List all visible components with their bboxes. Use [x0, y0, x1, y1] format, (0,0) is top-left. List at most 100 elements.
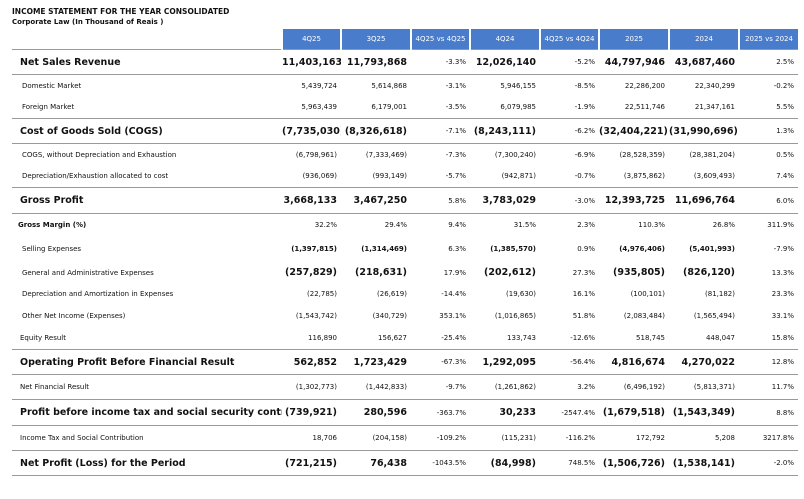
cell: 6,179,001: [371, 103, 407, 112]
cell: (1,397,815): [291, 244, 337, 253]
cell: 51.8%: [572, 311, 595, 320]
cell: 43,687,460: [669, 49, 739, 75]
cell: -2547.4%: [540, 399, 599, 426]
cell: 5,946,155: [500, 81, 536, 90]
cell: (739,921): [282, 399, 341, 426]
row-label: Domestic Market: [22, 81, 82, 90]
cell: 27.3%: [572, 268, 595, 277]
table-row: Cost of Goods Sold (COGS) (7,735,030) (8,3…: [12, 118, 798, 144]
cell: 5,614,868: [371, 81, 407, 90]
row-label: General and Administrative Expenses: [22, 268, 154, 277]
cell: 748.5%: [540, 450, 599, 476]
cell: (5,813,371): [693, 383, 735, 391]
column-header: 4Q25: [281, 29, 341, 50]
cell: 3,668,133: [282, 187, 341, 214]
column-header: 2024: [668, 29, 739, 50]
cell: 4,816,674: [599, 349, 669, 375]
cell: 12,393,725: [599, 187, 669, 214]
row-label: Net Profit (Loss) for the Period: [12, 450, 282, 476]
cell: (6,798,961): [295, 150, 337, 159]
cell: 5.5%: [776, 103, 794, 112]
income-table: 4Q25 3Q25 4Q25 vs 4Q25 4Q24 4Q25 vs 4Q24 2025…: [12, 29, 798, 476]
cell: -3.1%: [445, 81, 466, 90]
cell: -3.0%: [540, 187, 599, 214]
cell: 76,438: [341, 450, 411, 476]
cell: 0.5%: [776, 150, 794, 159]
cell: 5,963,439: [301, 103, 337, 112]
row-label: Profit before income tax and social secu…: [12, 399, 282, 426]
cell: 280,596: [341, 399, 411, 426]
cell: 11.7%: [771, 383, 794, 391]
table-row: Gross Margin (%) 32.2% 29.4% 9.4% 31.5% 2.3% 1…: [12, 214, 798, 236]
cell: (6,496,192): [623, 383, 665, 391]
table-row: Gross Profit 3,668,133 3,467,250 5.8% 3,783,…: [12, 187, 798, 214]
table-row: Depreciation and Amortization in Expense…: [12, 284, 798, 305]
cell: (7,300,240): [494, 150, 536, 159]
cell: (115,231): [501, 434, 536, 442]
cell: -56.4%: [540, 349, 599, 375]
cell: 156,627: [378, 333, 407, 342]
cell: 311.9%: [767, 220, 794, 229]
cell: 22,286,200: [624, 81, 665, 90]
cell: (100,101): [630, 290, 665, 298]
cell: -1043.5%: [411, 450, 470, 476]
cell: (1,543,349): [669, 399, 739, 426]
row-label: Gross Profit: [12, 187, 282, 214]
row-label: Depreciation and Amortization in Expense…: [22, 290, 174, 298]
cell: -2.0%: [739, 450, 798, 476]
cell: 11,696,764: [669, 187, 739, 214]
column-header: 2025 vs 2024: [738, 29, 798, 50]
cell: 30,233: [470, 399, 540, 426]
cell: -3.3%: [411, 49, 470, 75]
cell: (7,735,030): [282, 118, 341, 144]
cell: -3.5%: [445, 103, 466, 112]
cell: (257,829): [285, 267, 337, 278]
cell: -6.9%: [574, 150, 595, 159]
cell: (935,805): [613, 267, 665, 278]
cell: 29.4%: [384, 220, 407, 229]
subtitle: Corporate Law (In Thousand of Reais ): [12, 18, 164, 26]
cell: 23.3%: [771, 290, 794, 298]
cell: 172,792: [636, 434, 665, 442]
cell: 8.8%: [739, 399, 798, 426]
cell: -6.2%: [540, 118, 599, 144]
cell: (204,158): [372, 434, 407, 442]
cell: (1,538,141): [669, 450, 739, 476]
cell: (1,385,570): [490, 244, 536, 253]
cell: -109.2%: [436, 434, 466, 442]
cell: -363.7%: [411, 399, 470, 426]
cell: (32,404,221): [599, 118, 669, 144]
cell: -14.4%: [441, 290, 466, 298]
table-row: Other Net Income (Expenses) (1,543,742) (3…: [12, 305, 798, 327]
cell: 3.2%: [577, 383, 595, 391]
cell: 44,797,946: [599, 49, 669, 75]
cell: 5,208: [714, 434, 735, 442]
column-header: 4Q24: [469, 29, 540, 50]
cell: (8,243,111): [470, 118, 540, 144]
cell: 518,745: [636, 333, 665, 342]
cell: 18,706: [312, 434, 338, 442]
cell: 2.5%: [739, 49, 798, 75]
cell: 33.1%: [771, 311, 794, 320]
cell: -7.3%: [445, 150, 466, 159]
cell: (1,261,862): [494, 383, 536, 391]
cell: -5.7%: [445, 172, 466, 181]
row-label: COGS, without Depreciation and Exhaustio…: [22, 150, 177, 159]
cell: (22,785): [307, 290, 337, 298]
table-row: Selling Expenses (1,397,815) (1,314,469) 6.…: [12, 236, 798, 262]
cell: 3,467,250: [341, 187, 411, 214]
cell: (942,871): [501, 172, 536, 181]
table-row: Profit before income tax and social secu…: [12, 399, 798, 426]
cell: 6,079,985: [500, 103, 536, 112]
cell: (28,528,359): [619, 150, 665, 159]
cell: 5,439,724: [301, 81, 337, 90]
row-label: Net Sales Revenue: [12, 49, 282, 75]
cell: 3,783,029: [470, 187, 540, 214]
cell: 12.8%: [739, 349, 798, 375]
column-header: 4Q25 vs 4Q24: [539, 29, 599, 50]
cell: -0.7%: [574, 172, 595, 181]
cell: (1,016,865): [494, 311, 536, 320]
cell: (721,215): [282, 450, 341, 476]
cell: 22,340,299: [694, 81, 735, 90]
cell: (2,083,484): [623, 311, 665, 320]
